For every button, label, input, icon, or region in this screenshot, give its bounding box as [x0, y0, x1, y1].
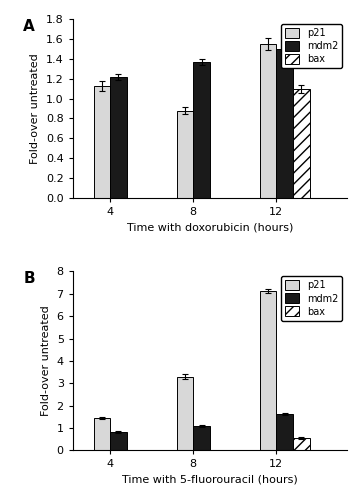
Bar [93, 418, 110, 450]
Bar [293, 438, 310, 450]
Bar [177, 110, 193, 198]
Y-axis label: Fold-over untreated: Fold-over untreated [30, 53, 41, 164]
Bar [110, 76, 127, 198]
Bar [177, 376, 193, 450]
Bar [193, 62, 210, 198]
Legend: p21, mdm2, bax: p21, mdm2, bax [281, 24, 342, 68]
Text: A: A [24, 19, 35, 34]
Legend: p21, mdm2, bax: p21, mdm2, bax [281, 276, 342, 320]
Bar [93, 86, 110, 198]
Bar [276, 49, 293, 198]
Bar [193, 426, 210, 450]
Text: B: B [24, 272, 35, 286]
X-axis label: Time with 5-fluorouracil (hours): Time with 5-fluorouracil (hours) [122, 475, 298, 485]
Y-axis label: Fold-over untreated: Fold-over untreated [41, 306, 51, 416]
Bar [293, 88, 310, 198]
X-axis label: Time with doxorubicin (hours): Time with doxorubicin (hours) [127, 222, 293, 232]
Bar [110, 432, 127, 450]
Bar [260, 44, 276, 198]
Bar [260, 291, 276, 450]
Bar [276, 414, 293, 451]
